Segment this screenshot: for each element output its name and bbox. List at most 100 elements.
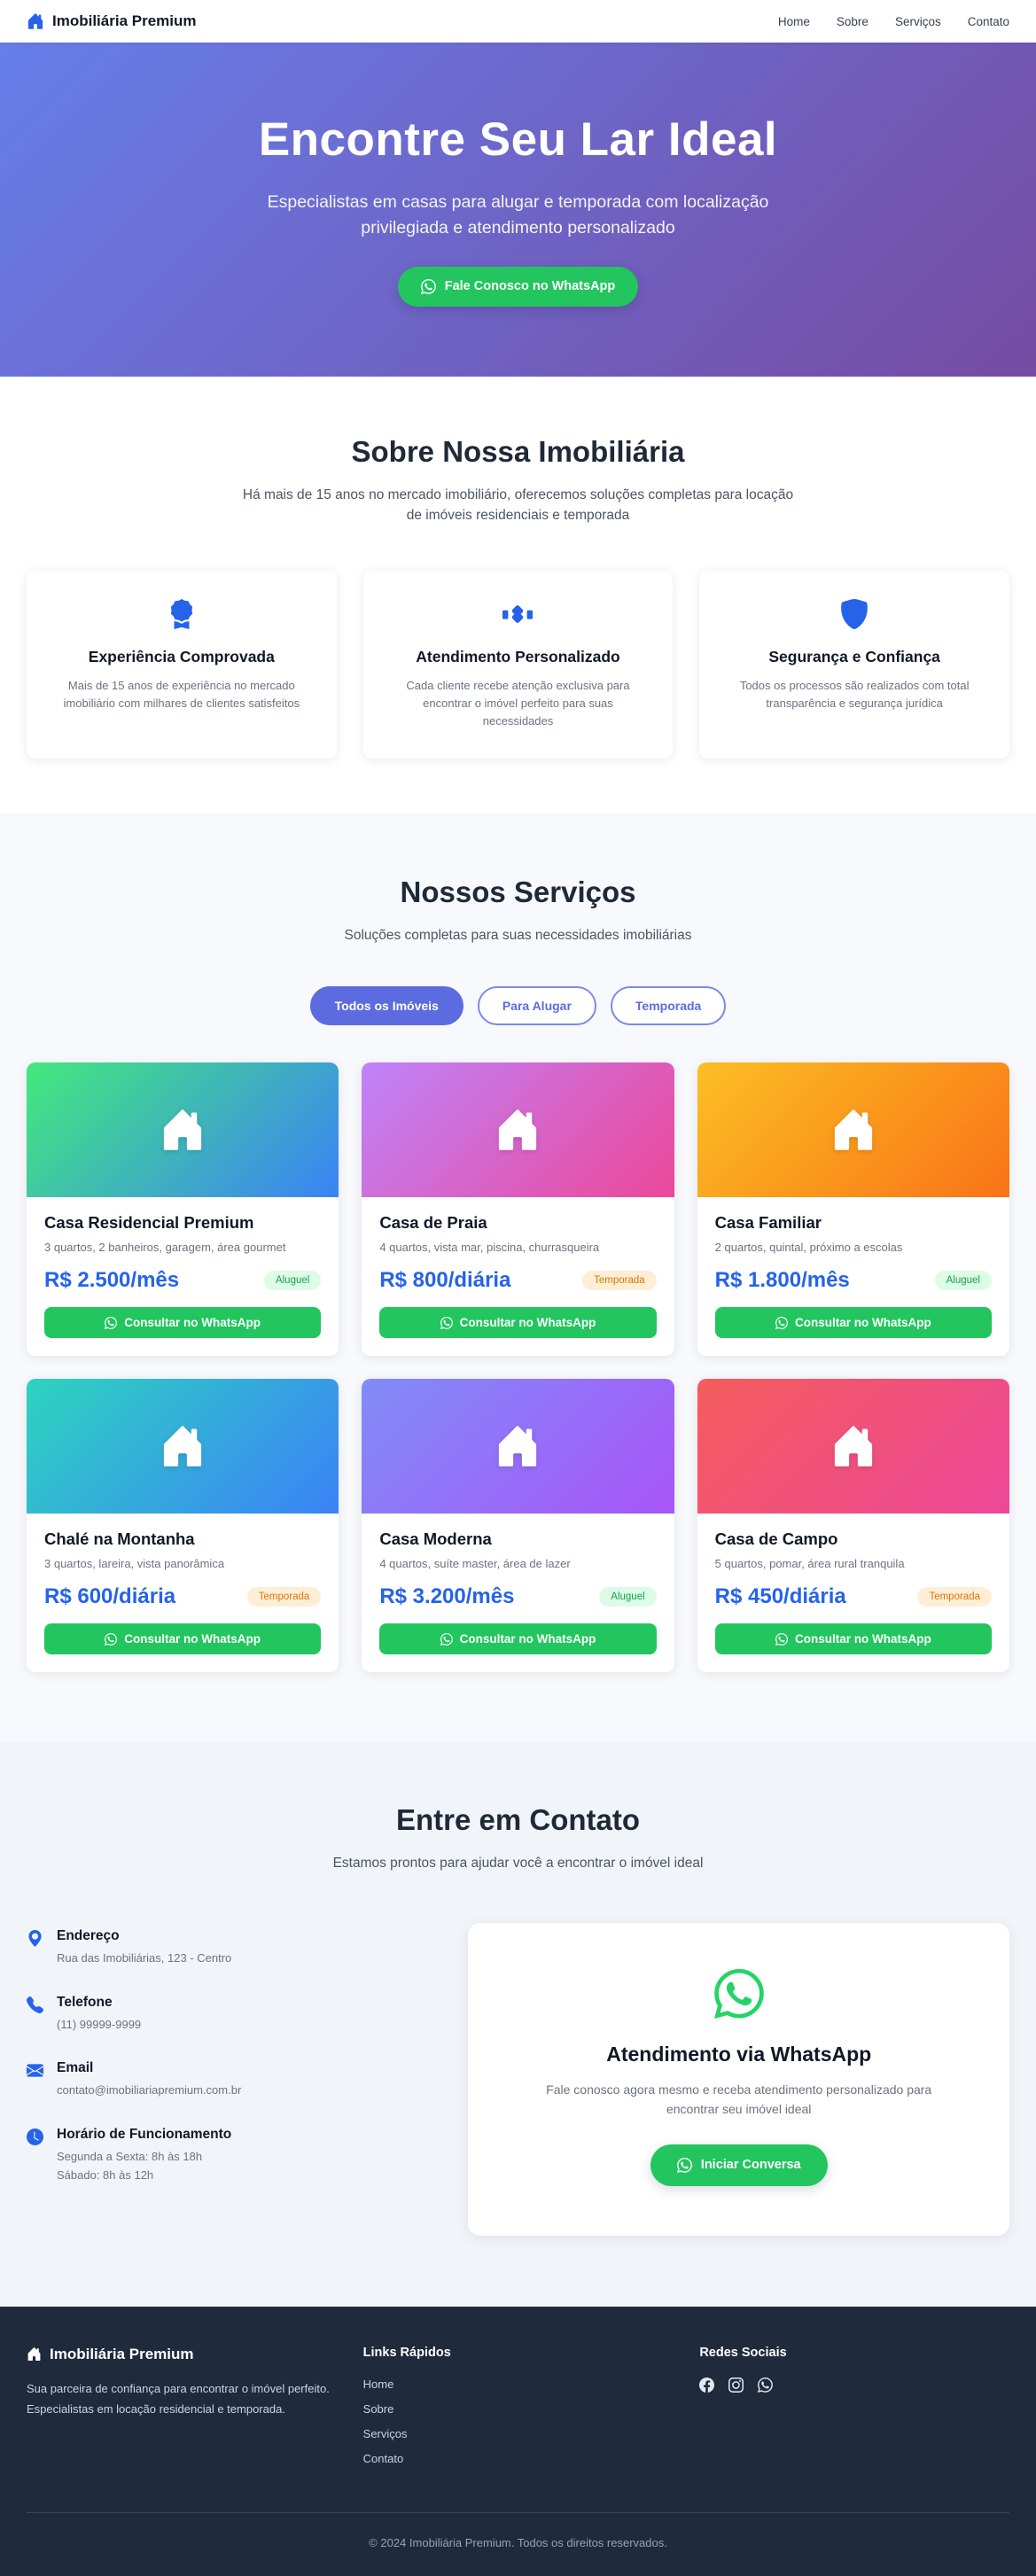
property-price: R$ 2.500/mês: [44, 1268, 180, 1293]
contact-item-title: Endereço: [57, 1928, 120, 1944]
footer-link-sobre[interactable]: Sobre: [362, 2401, 394, 2416]
feature-title: Experiência Comprovada: [88, 647, 275, 665]
property-image: [697, 1379, 1009, 1514]
property-price: R$ 3.200/mês: [379, 1584, 515, 1609]
main-nav: Home Sobre Serviços Contato: [778, 15, 1009, 28]
footer-description: Sua parceira de confiança para encontrar…: [27, 2381, 330, 2416]
property-image: [697, 1062, 1009, 1198]
footer-social-column: Redes Sociais: [699, 2346, 1009, 2477]
hero-whatsapp-button[interactable]: Fale Conosco no WhatsApp: [397, 266, 639, 307]
status-badge: Aluguel: [263, 1271, 322, 1291]
house-icon: [160, 1107, 206, 1153]
feature-title: Atendimento Personalizado: [416, 647, 620, 665]
house-icon: [830, 1423, 876, 1469]
property-description: 5 quartos, pomar, área rural tranquila: [714, 1557, 905, 1571]
filter-temporada[interactable]: Temporada: [610, 986, 727, 1026]
whatsapp-icon: [714, 1969, 764, 2019]
nav-link-sobre[interactable]: Sobre: [836, 14, 869, 28]
whatsapp-icon[interactable]: [758, 2378, 773, 2397]
services-title: Nossos Serviços: [400, 875, 636, 908]
feature-title: Segurança e Confiança: [768, 647, 940, 665]
property-card: Casa de Campo 5 quartos, pomar, área rur…: [697, 1379, 1009, 1673]
footer-brand-column: Imobiliária Premium Sua parceira de conf…: [27, 2346, 337, 2477]
hero-title: Encontre Seu Lar Ideal: [258, 113, 778, 167]
property-price: R$ 600/diária: [44, 1584, 176, 1609]
footer-link-home[interactable]: Home: [362, 2377, 394, 2391]
contact-title: Entre em Contato: [395, 1803, 641, 1837]
footer-social-title: Redes Sociais: [699, 2345, 787, 2360]
whatsapp-icon: [421, 279, 436, 294]
services-section: Nossos Serviços Soluções completas para …: [0, 813, 1036, 1742]
footer-brand-name: Imobiliária Premium: [50, 2345, 194, 2362]
property-title: Casa de Praia: [379, 1213, 487, 1233]
about-title: Sobre Nossa Imobiliária: [351, 435, 685, 468]
property-whatsapp-button[interactable]: Consultar no WhatsApp: [44, 1307, 322, 1339]
property-title: Chalé na Montanha: [44, 1529, 195, 1549]
property-whatsapp-button[interactable]: Consultar no WhatsApp: [379, 1623, 657, 1655]
start-conversation-button[interactable]: Iniciar Conversa: [650, 2144, 828, 2186]
whatsapp-icon: [775, 1633, 788, 1646]
instagram-icon[interactable]: [728, 2378, 744, 2397]
property-card: Casa Familiar 2 quartos, quintal, próxim…: [697, 1062, 1009, 1357]
property-image: [362, 1379, 674, 1514]
contact-item-value: Rua das Imobiliárias, 123 - Centro: [57, 1951, 232, 1965]
filter-para-alugar[interactable]: Para Alugar: [477, 986, 596, 1026]
filter-todos-os-imoveis[interactable]: Todos os Imóveis: [309, 986, 463, 1026]
property-title: Casa Residencial Premium: [44, 1213, 254, 1233]
footer-links-column: Links Rápidos Home Sobre Serviços Contat…: [363, 2346, 674, 2477]
status-badge: Temporada: [582, 1271, 657, 1291]
hero-subtitle: Especialistas em casas para alugar e tem…: [267, 192, 769, 237]
whatsapp-icon: [440, 1633, 453, 1646]
facebook-icon[interactable]: [699, 2378, 714, 2397]
footer-links-title: Links Rápidos: [362, 2345, 451, 2360]
house-icon: [27, 2346, 42, 2362]
brand-name: Imobiliária Premium: [52, 12, 197, 29]
contact-item-value: Segunda a Sexta: 8h às 18h: [57, 2149, 203, 2163]
feature-text: Mais de 15 anos de experiência no mercad…: [63, 678, 300, 710]
nav-link-contato[interactable]: Contato: [967, 14, 1009, 28]
whatsapp-card-title: Atendimento via WhatsApp: [606, 2043, 872, 2066]
copyright-text: © 2024 Imobiliária Premium. Todos os dir…: [369, 2535, 667, 2549]
property-grid: Casa Residencial Premium 3 quartos, 2 ba…: [27, 1062, 1009, 1673]
contact-item-email: Email contato@imobiliariapremium.com.br: [27, 2060, 429, 2099]
property-description: 4 quartos, vista mar, piscina, churrasqu…: [379, 1241, 600, 1255]
property-whatsapp-button[interactable]: Consultar no WhatsApp: [44, 1623, 322, 1655]
whatsapp-icon: [775, 1317, 788, 1329]
contact-item-value: Sábado: 8h às 12h: [57, 2168, 154, 2183]
about-subtitle: Há mais de 15 anos no mercado imobiliári…: [242, 487, 794, 524]
property-whatsapp-button[interactable]: Consultar no WhatsApp: [714, 1307, 992, 1339]
contact-item-title: Email: [57, 2060, 94, 2076]
house-icon: [27, 12, 44, 30]
shield-icon: [839, 599, 869, 629]
phone-icon: [27, 1996, 43, 2013]
brand-logo[interactable]: Imobiliária Premium: [27, 12, 197, 30]
feature-cards: Experiência Comprovada Mais de 15 anos d…: [27, 570, 1009, 759]
whatsapp-icon: [677, 2158, 692, 2173]
footer-link-contato[interactable]: Contato: [362, 2451, 404, 2465]
property-description: 2 quartos, quintal, próximo a escolas: [714, 1241, 903, 1255]
property-whatsapp-button[interactable]: Consultar no WhatsApp: [714, 1623, 992, 1655]
property-title: Casa Familiar: [714, 1213, 822, 1233]
property-description: 3 quartos, lareira, vista panorâmica: [44, 1557, 225, 1571]
contact-item-value: contato@imobiliariapremium.com.br: [57, 2083, 242, 2097]
house-icon: [160, 1423, 206, 1469]
nav-link-home[interactable]: Home: [777, 14, 810, 28]
property-image: [27, 1379, 339, 1514]
services-subtitle: Soluções completas para suas necessidade…: [344, 927, 692, 943]
handshake-icon: [502, 599, 533, 629]
property-card: Casa Residencial Premium 3 quartos, 2 ba…: [27, 1062, 339, 1357]
whatsapp-icon: [105, 1633, 117, 1646]
feature-text: Cada cliente recebe atenção exclusiva pa…: [406, 678, 630, 728]
whatsapp-icon: [105, 1317, 117, 1329]
contact-item-value: (11) 99999-9999: [57, 2017, 142, 2031]
status-badge: Aluguel: [599, 1587, 657, 1607]
whatsapp-card: Atendimento via WhatsApp Fale conosco ag…: [468, 1923, 1009, 2236]
property-card: Casa Moderna 4 quartos, suíte master, ár…: [362, 1379, 674, 1673]
property-whatsapp-button[interactable]: Consultar no WhatsApp: [379, 1307, 657, 1339]
property-image: [27, 1062, 339, 1198]
house-icon: [830, 1107, 876, 1153]
nav-link-servicos[interactable]: Serviços: [894, 14, 941, 28]
footer-link-servicos[interactable]: Serviços: [362, 2426, 408, 2440]
award-icon: [167, 599, 197, 629]
property-price: R$ 800/diária: [379, 1268, 511, 1293]
